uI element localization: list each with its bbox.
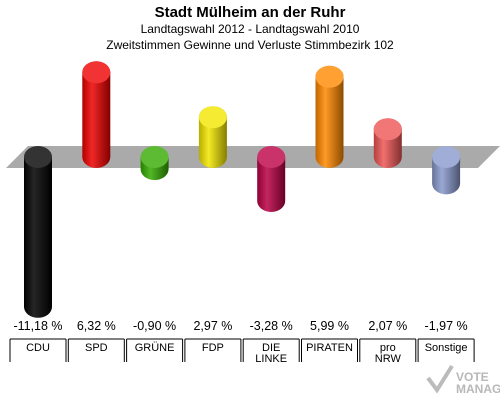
chart-subtitle-1: Landtagswahl 2012 - Landtagswahl 2010 [141, 22, 360, 36]
bars [24, 61, 461, 318]
baseline-band [6, 146, 500, 168]
value-label: 2,07 % [368, 319, 407, 333]
bar-body [82, 61, 111, 169]
value-label: -3,28 % [250, 319, 293, 333]
category-label: pro [380, 342, 396, 354]
bar-cdu [24, 146, 52, 318]
value-label: 2,97 % [193, 319, 232, 333]
bar-cap [198, 106, 227, 129]
category-label-2: NRW [375, 353, 402, 365]
bar-fdp [198, 106, 227, 168]
value-label: -11,18 % [13, 319, 62, 333]
logo-check-icon [426, 364, 454, 394]
vote-manager-logo: VOTE MANAGER [426, 364, 500, 396]
category-label: GRÜNE [135, 342, 175, 354]
category-label: FDP [202, 342, 224, 354]
chart-subtitle-2: Zweitstimmen Gewinne und Verluste Stimmb… [106, 38, 394, 52]
bar-die [257, 146, 286, 212]
bar-cap [373, 118, 402, 141]
value-label: 5,99 % [310, 319, 349, 333]
bar-piraten [315, 65, 344, 168]
value-label: -1,97 % [425, 319, 468, 333]
category-label: PIRATEN [306, 342, 353, 354]
chart-title: Stadt Mülheim an der Ruhr [155, 4, 346, 21]
bar-body [257, 157, 286, 212]
logo-text-2: MANAGER [456, 382, 500, 396]
bar-cap [140, 146, 169, 168]
category-label: DIE [262, 342, 280, 354]
bar-spd [82, 61, 111, 169]
value-label: -0,90 % [133, 319, 176, 333]
category-label: SPD [85, 342, 108, 354]
category-label: CDU [26, 342, 50, 354]
bar-cap [432, 146, 461, 168]
bar-cap [82, 61, 111, 84]
bar-cap [24, 146, 52, 168]
category-label: Sonstige [425, 342, 468, 354]
category-label-2: LINKE [255, 353, 287, 365]
bar-sonstige [432, 146, 461, 195]
value-label: 6,32 % [77, 319, 116, 333]
bar-grüne [140, 146, 169, 181]
bar-cap [257, 146, 286, 168]
bar-cap [315, 65, 344, 88]
bar-body [315, 65, 344, 168]
value-labels: -11,18 % 6,32 % -0,90 % 2,97 % -3,28 % 5,99 %… [13, 319, 467, 333]
bar-pro [373, 118, 402, 168]
bar-body [24, 157, 52, 318]
logo-text-1: VOTE [456, 370, 489, 384]
